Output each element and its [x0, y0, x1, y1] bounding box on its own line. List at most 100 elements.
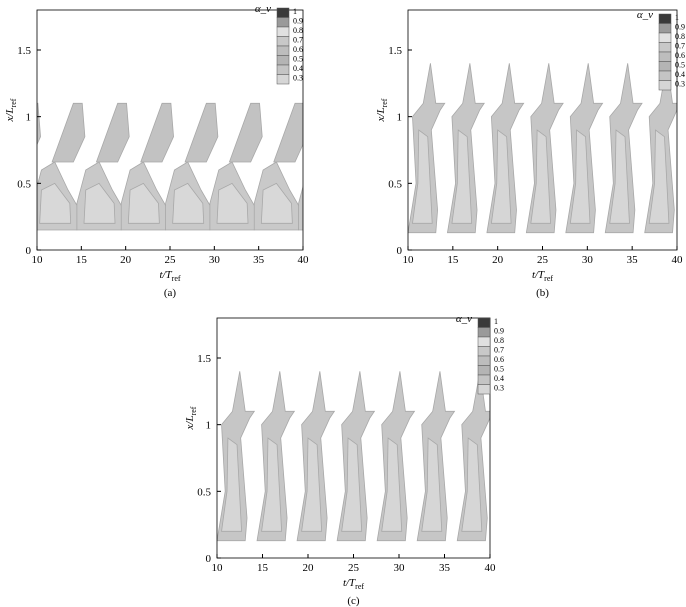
colorbar-swatch — [477, 327, 491, 338]
colorbar-swatch — [658, 23, 672, 34]
contour-region — [221, 437, 242, 532]
colorbar-label: 0.3 — [293, 74, 303, 83]
colorbar-label: 0.7 — [293, 36, 303, 45]
panel: 10 15 20 25 30 35 4000.511.5t/Trefx/Lref(c)α_v… — [177, 313, 522, 607]
contour-field — [177, 371, 522, 542]
colorbar-label: 0.9 — [293, 17, 303, 26]
y-tick-label: 0 — [26, 245, 32, 257]
contour-region — [461, 437, 483, 532]
colorbar-swatch — [276, 64, 290, 75]
colorbar-label: 0.9 — [494, 327, 504, 336]
y-tick-label: 1 — [26, 112, 32, 124]
colorbar-swatch — [276, 55, 290, 66]
colorbar-swatch — [276, 7, 290, 18]
colorbar-title: α_v — [637, 9, 653, 21]
colorbar-swatch — [658, 70, 672, 81]
x-tick-label: 15 — [447, 254, 459, 266]
panel: 10 15 20 25 30 35 4000.511.5t/Trefx/Lref(b)α_v… — [369, 9, 685, 299]
contour-region — [301, 437, 323, 532]
x-tick-label: 35 — [253, 254, 265, 266]
x-tick-label: 25 — [348, 562, 360, 574]
contour-region — [490, 129, 512, 224]
contour-region — [39, 182, 72, 224]
colorbar-label: 0.3 — [675, 80, 685, 89]
x-axis-label-sub: ref — [172, 274, 181, 283]
y-tick-label: 0.5 — [388, 178, 402, 190]
colorbar-label: 0.6 — [293, 45, 303, 54]
colorbar-label: 0.7 — [675, 42, 685, 51]
colorbar-swatch — [477, 355, 491, 366]
contour-region — [341, 437, 363, 532]
colorbar-swatch — [276, 17, 290, 28]
colorbar-swatch — [658, 13, 672, 24]
colorbar-label: 1 — [675, 13, 679, 22]
y-axis-label-main: x/L — [184, 415, 196, 430]
colorbar-label: 0.5 — [494, 365, 504, 374]
contour-region — [381, 437, 403, 532]
contour-region — [216, 182, 249, 224]
x-tick-label: 30 — [394, 562, 406, 574]
y-tick-label: 0.5 — [197, 486, 211, 498]
contour-region — [451, 129, 473, 224]
colorbar-title: α_v — [255, 3, 271, 15]
contour-region — [261, 437, 283, 532]
contour-region — [306, 183, 337, 223]
contour-region — [51, 102, 86, 163]
panel: 10 15 20 25 30 35 4000.511.5t/Trefx/Lref(a)α_v… — [0, 3, 351, 299]
colorbar-label: 0.4 — [293, 64, 303, 73]
y-axis-label: x/Lref — [184, 406, 198, 430]
contour-region — [0, 162, 35, 230]
contour-region — [569, 129, 591, 224]
colorbar-label: 0.4 — [675, 70, 685, 79]
colorbar-label: 0.5 — [675, 61, 685, 70]
x-tick-label: 10 — [212, 562, 224, 574]
colorbar-label: 0.8 — [675, 32, 685, 41]
contour-region — [369, 63, 406, 232]
y-axis-label-main: x/L — [4, 107, 16, 122]
x-axis-label: t/Tref — [343, 577, 364, 591]
contour-region — [648, 129, 670, 224]
contour-region — [298, 185, 303, 231]
x-axis-label: t/Tref — [159, 269, 180, 283]
colorbar-label: 0.3 — [494, 384, 504, 393]
x-tick-label: 20 — [303, 562, 315, 574]
colorbar-swatch — [658, 61, 672, 72]
caption: (b) — [536, 287, 549, 299]
contour-region — [83, 182, 116, 224]
colorbar-label: 1 — [293, 7, 297, 16]
contour-region — [177, 371, 214, 540]
x-tick-label: 15 — [257, 562, 269, 574]
y-axis-label-sub: ref — [189, 406, 198, 415]
x-axis-label: t/Tref — [532, 269, 553, 283]
y-tick-label: 1.5 — [197, 353, 211, 365]
x-tick-label: 30 — [582, 254, 594, 266]
x-tick-label: 35 — [627, 254, 639, 266]
contour-region — [172, 182, 205, 224]
colorbar-label: 0.4 — [494, 374, 504, 383]
contour-field — [0, 102, 351, 231]
contour-region — [318, 103, 351, 162]
x-axis-label-main: t/T — [532, 269, 545, 281]
colorbar-swatch — [276, 36, 290, 47]
colorbar-swatch — [276, 26, 290, 37]
x-tick-label: 40 — [298, 254, 310, 266]
contour-region — [184, 102, 219, 163]
x-tick-label: 20 — [492, 254, 504, 266]
x-tick-label: 25 — [165, 254, 177, 266]
x-tick-label: 10 — [32, 254, 44, 266]
colorbar-label: 0.6 — [675, 51, 685, 60]
colorbar-label: 1 — [494, 317, 498, 326]
colorbar-label: 0.8 — [494, 336, 504, 345]
colorbar-swatch — [477, 374, 491, 385]
x-tick-label: 30 — [209, 254, 221, 266]
x-tick-label: 40 — [672, 254, 684, 266]
contour-region — [182, 438, 202, 531]
colorbar-swatch — [276, 45, 290, 56]
contour-region — [37, 102, 41, 146]
y-axis-label-main: x/L — [375, 107, 387, 122]
contour-region — [502, 438, 522, 531]
x-tick-label: 10 — [403, 254, 415, 266]
contour-region — [260, 182, 293, 224]
y-tick-label: 1.5 — [17, 45, 31, 57]
